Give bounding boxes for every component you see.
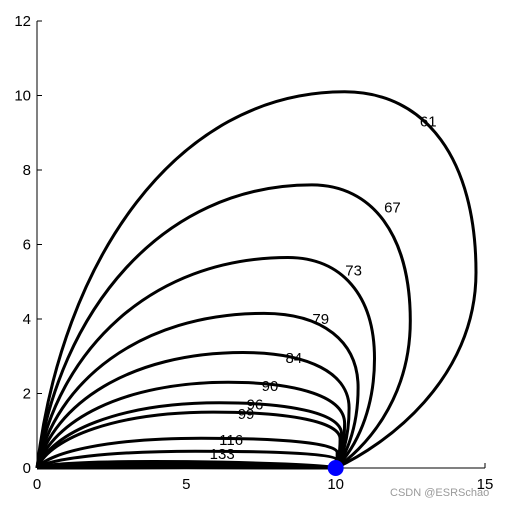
x-tick-label: 10 xyxy=(327,476,344,493)
curve-label-79: 79 xyxy=(312,311,329,328)
curves xyxy=(35,90,478,470)
curve-label-99: 99 xyxy=(238,406,255,423)
target-marker xyxy=(327,460,344,476)
y-tick-label: 6 xyxy=(23,237,31,254)
curve-label-90: 90 xyxy=(262,378,279,395)
curve-label-116: 116 xyxy=(219,432,243,449)
target-point xyxy=(327,460,344,476)
y-tick-label: 2 xyxy=(23,386,31,403)
x-tick-label: 5 xyxy=(182,476,190,493)
curve-label-96: 96 xyxy=(247,397,264,414)
curve-label-61: 61 xyxy=(420,114,437,131)
y-tick-label: 4 xyxy=(23,311,31,328)
x-tick-label: 15 xyxy=(477,476,494,493)
y-tick-label: 8 xyxy=(23,162,31,179)
axes: 0 5 10 15 0 2 4 6 8 10 12 xyxy=(14,13,493,493)
curve-label-73: 73 xyxy=(345,263,362,280)
x-tick-label: 0 xyxy=(33,476,41,493)
curve-label-84: 84 xyxy=(286,350,303,367)
y-tick-label: 10 xyxy=(14,88,31,105)
curve-label-133: 133 xyxy=(210,446,235,463)
curve-label-67: 67 xyxy=(384,199,401,216)
trajectory-curve-133 xyxy=(36,449,338,470)
y-tick-label: 12 xyxy=(14,13,31,30)
trajectory-curve-73 xyxy=(35,256,376,470)
watermark: CSDN @ESRSchao xyxy=(390,487,489,499)
trajectory-curve-90 xyxy=(35,380,347,470)
y-tick-label: 0 xyxy=(23,460,31,477)
